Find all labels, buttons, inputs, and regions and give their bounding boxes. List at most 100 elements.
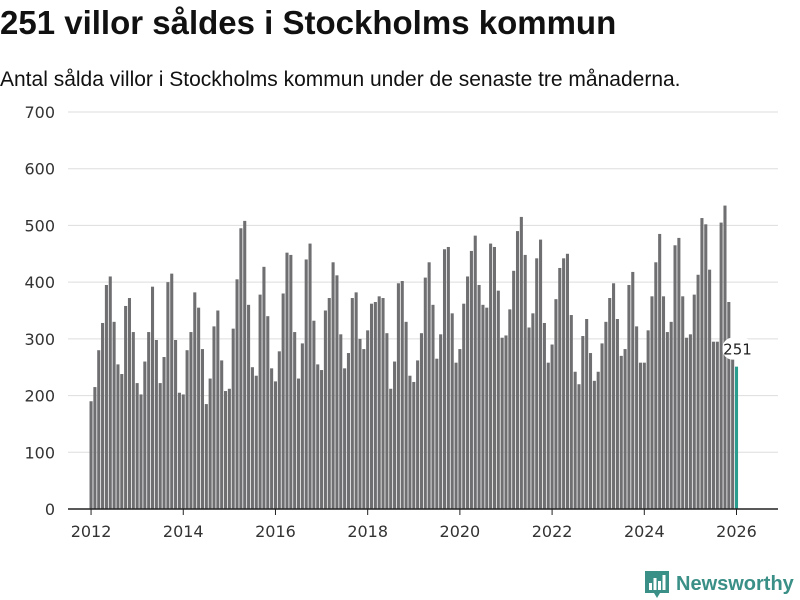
bar <box>473 235 477 509</box>
bar <box>650 296 654 509</box>
bar <box>619 355 623 509</box>
bar <box>93 387 97 509</box>
bar <box>446 246 450 510</box>
bar <box>696 274 700 509</box>
bar <box>404 321 408 509</box>
x-tick-label: 2016 <box>255 522 296 541</box>
bar <box>147 332 151 509</box>
bar <box>223 391 228 509</box>
x-tick-label: 2022 <box>532 522 573 541</box>
y-tick-label: 500 <box>24 216 55 235</box>
bar <box>427 262 431 509</box>
bar <box>354 292 358 509</box>
y-tick-label: 200 <box>24 387 55 406</box>
bar <box>531 313 535 509</box>
bar <box>116 364 120 509</box>
bar <box>508 309 512 509</box>
bar <box>715 341 719 509</box>
bar <box>654 262 658 509</box>
bar <box>135 383 139 509</box>
bar <box>385 333 389 509</box>
chart-subtitle: Antal sålda villor i Stockholms kommun u… <box>0 68 681 91</box>
bar <box>515 231 520 509</box>
bar <box>519 216 523 509</box>
bar <box>431 304 435 509</box>
bar <box>723 205 727 510</box>
bar <box>661 296 666 509</box>
bar <box>408 375 412 509</box>
bar <box>350 298 354 509</box>
y-tick-label: 100 <box>24 443 55 462</box>
bar <box>496 290 500 509</box>
bar <box>323 310 327 509</box>
y-tick-label: 400 <box>24 273 55 292</box>
y-tick-label: 0 <box>45 500 55 519</box>
bar <box>381 298 385 509</box>
bar <box>577 384 581 509</box>
bar <box>642 362 646 509</box>
bar <box>481 304 485 509</box>
bar <box>492 246 496 510</box>
bar <box>243 220 247 510</box>
bar-latest <box>734 366 739 509</box>
bar <box>120 374 124 509</box>
bar-chart-logo-icon <box>645 571 669 598</box>
bar <box>358 338 362 509</box>
bar <box>612 283 616 509</box>
bar <box>308 243 312 509</box>
bar <box>550 344 554 509</box>
bar <box>316 364 320 509</box>
bar <box>266 316 270 509</box>
bar <box>300 343 304 509</box>
y-tick-label: 700 <box>24 103 55 122</box>
bar <box>412 381 416 509</box>
y-tick-label: 300 <box>24 330 55 349</box>
bar <box>277 351 281 509</box>
bar <box>89 401 93 509</box>
latest-value-label: 251 <box>723 341 752 359</box>
bar <box>727 301 731 509</box>
bar <box>539 239 543 509</box>
bar <box>527 327 531 509</box>
bar <box>439 334 443 509</box>
bar <box>573 371 577 509</box>
bar <box>124 305 128 509</box>
bar <box>665 332 669 509</box>
bar <box>270 368 274 509</box>
bar <box>320 370 324 509</box>
bar <box>227 388 231 509</box>
bar <box>638 362 642 509</box>
brand-logo[interactable]: Newsworthy <box>644 568 794 600</box>
bar <box>139 394 143 509</box>
bar <box>162 357 166 509</box>
bar <box>423 277 427 509</box>
bar <box>546 362 550 509</box>
bar <box>535 258 539 509</box>
x-axis: 2012 2014 2016 2018 2020 2022 2024 2026 <box>68 508 778 541</box>
bar <box>346 353 351 509</box>
bar <box>389 388 393 509</box>
bar <box>442 249 447 509</box>
bar <box>554 299 558 509</box>
bar <box>435 358 439 509</box>
x-tick-label: 2014 <box>163 522 204 541</box>
bar <box>719 222 723 510</box>
bar <box>258 294 262 509</box>
bar <box>204 404 208 509</box>
bar <box>627 284 631 509</box>
bar <box>108 276 112 509</box>
annotations: 251 <box>722 337 753 360</box>
bar <box>154 339 158 509</box>
bar <box>208 378 212 509</box>
x-tick-label: 2024 <box>624 522 665 541</box>
bar <box>562 258 566 509</box>
bar <box>400 281 404 509</box>
bar <box>708 269 712 509</box>
bar <box>669 321 673 509</box>
bar <box>97 350 101 509</box>
bar <box>174 339 178 509</box>
bar <box>569 315 573 509</box>
bar <box>193 292 197 509</box>
bar <box>304 259 308 509</box>
